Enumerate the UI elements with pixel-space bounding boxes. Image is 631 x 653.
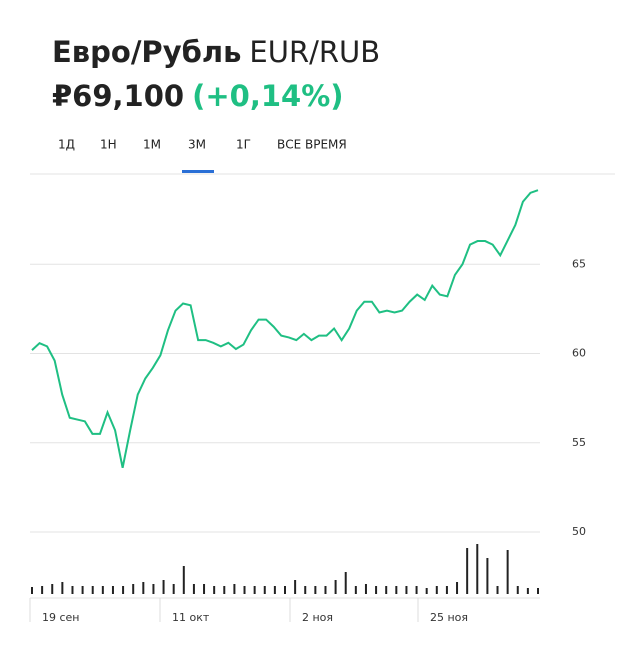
volume-bar [415,586,418,594]
volume-bar [334,580,337,594]
tab[interactable]: 1Д [58,138,75,152]
tab-underline [182,170,214,173]
tab[interactable]: 3М [188,138,206,152]
volume-bar [395,586,398,594]
volume-bar [223,586,226,594]
volume-bar [445,586,448,594]
y-tick-label: 60 [572,347,586,360]
volume-bar [61,582,64,594]
volume-bar [152,584,155,594]
volume-bar [476,544,479,594]
pair-name: Евро/Рубль [52,35,241,69]
volume-bar [101,586,104,594]
volume-bar [425,588,428,594]
volume-bar [516,586,519,594]
volume-bar [122,586,125,594]
tabs: 1Д 1Н 1М 3М 1Г ВСЕ ВРЕМЯ [58,138,347,152]
volume-bar [253,586,256,594]
price: ₽69,100 [52,79,184,113]
volume-bar [506,550,509,594]
volume-bar [203,584,206,594]
price-line [31,189,539,468]
volume-bar [132,584,135,594]
volume-bar [364,584,367,594]
x-tick-label: 2 ноя [302,611,333,624]
volume-bar [142,582,145,594]
volume-bar [81,586,84,594]
volume-bar [405,586,408,594]
volume-bar [435,586,438,594]
title: Евро/Рубль EUR/RUB [52,35,380,69]
volume-bar [537,588,539,594]
tab[interactable]: ВСЕ ВРЕМЯ [277,138,347,152]
volume-bar [304,586,307,594]
volume-bar [456,582,459,594]
tab[interactable]: 1Г [236,138,251,152]
volume-bar [344,572,347,594]
volume-bar [294,580,297,594]
change: (+0,14%) [192,79,343,113]
volume-bar [71,586,74,594]
volume-bar [263,586,266,594]
volume-bar [41,586,44,594]
volume-bar [526,588,529,594]
volume-bar [172,584,175,594]
volume-bar [375,586,378,594]
volume-bar [31,587,33,594]
volume-bar [284,586,286,594]
price-line: ₽69,100 (+0,14%) [52,79,344,113]
volume-bar [354,586,357,594]
volume-bar [486,558,489,594]
volume-bar [466,548,469,594]
volume-bar [385,586,388,594]
y-tick-label: 50 [572,525,586,538]
volume-bar [51,584,54,594]
volume-bar [233,584,236,594]
volume-bar [273,586,276,594]
volume-bar [213,586,216,594]
volume-bar [162,580,165,594]
tab[interactable]: 1М [143,138,161,152]
y-tick-label: 65 [572,257,586,270]
x-tick-label: 11 окт [172,611,210,624]
x-tick-label: 19 сен [42,611,80,624]
y-tick-label: 55 [572,436,586,449]
volume-bar [182,566,185,594]
volume-bar [496,586,499,594]
x-tick-label: 25 ноя [430,611,468,624]
volume-bar [111,586,114,594]
ticker: EUR/RUB [249,35,380,69]
volume-bar [91,586,94,594]
volume-bar [324,586,327,594]
volume-bar [243,586,246,594]
volume-bar [192,584,195,594]
volume-bar [314,586,317,594]
tab[interactable]: 1Н [100,138,117,152]
